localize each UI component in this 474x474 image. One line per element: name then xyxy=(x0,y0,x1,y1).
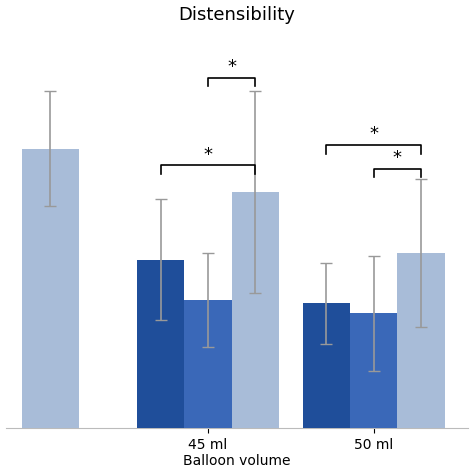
Bar xyxy=(137,260,184,428)
Text: *: * xyxy=(203,146,212,164)
Text: *: * xyxy=(393,149,402,167)
Title: Distensibility: Distensibility xyxy=(179,6,295,24)
Bar xyxy=(303,303,350,428)
Bar xyxy=(184,300,232,428)
Bar xyxy=(350,313,397,428)
X-axis label: Balloon volume: Balloon volume xyxy=(183,455,291,468)
Text: *: * xyxy=(369,126,378,144)
Bar xyxy=(232,192,279,428)
Bar xyxy=(397,253,445,428)
Text: *: * xyxy=(227,58,236,76)
Bar xyxy=(22,148,79,428)
